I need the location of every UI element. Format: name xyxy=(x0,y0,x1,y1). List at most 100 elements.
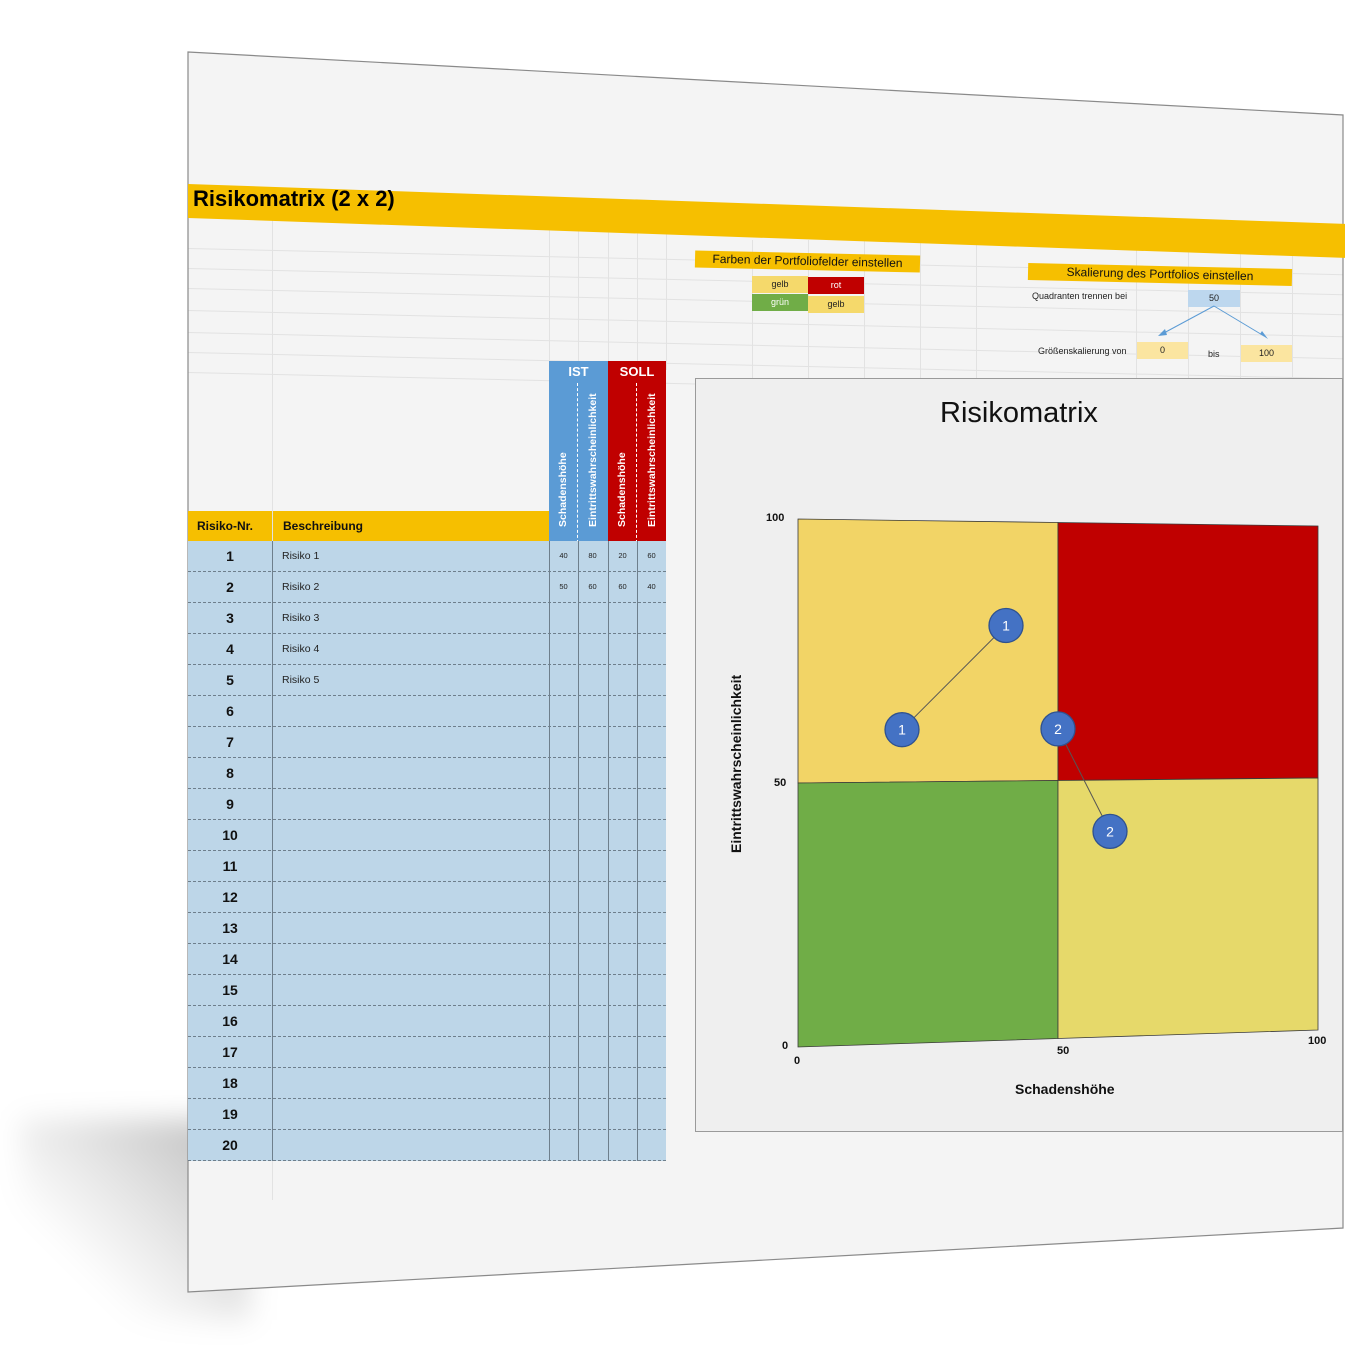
table-row[interactable]: 18 xyxy=(188,1068,666,1099)
risk-number: 19 xyxy=(222,1106,238,1122)
table-row[interactable]: 11 xyxy=(188,851,666,882)
table-row[interactable]: 3 Risiko 3 xyxy=(188,603,666,634)
quadrant-bottom-right xyxy=(1057,777,1319,1039)
range-from-input[interactable]: 0 xyxy=(1137,342,1188,359)
risk-number: 18 xyxy=(222,1075,238,1091)
risk-number: 16 xyxy=(222,1013,238,1029)
table-row[interactable]: 5 Risiko 5 xyxy=(188,665,666,696)
y-tick-0: 0 xyxy=(782,1040,789,1052)
risk-value-ist-s[interactable]: 40 xyxy=(559,551,568,560)
table-row[interactable]: 17 xyxy=(188,1037,666,1068)
risk-value-soll-s[interactable]: 60 xyxy=(618,582,627,591)
table-row[interactable]: 16 xyxy=(188,1006,666,1037)
x-axis-label: Schadenshöhe xyxy=(1015,1081,1115,1097)
risk-value-ist-e[interactable]: 80 xyxy=(588,551,597,560)
grid-line xyxy=(578,230,579,370)
soll-schadenshoehe-header: Schadenshöhe xyxy=(608,383,637,543)
risk-number: 15 xyxy=(222,982,238,998)
chart-title: Risikomatrix xyxy=(940,397,1098,429)
color-cell-top-left[interactable]: gelb xyxy=(752,276,808,293)
grid-line xyxy=(976,240,977,380)
split-label: Quadranten trennen bei xyxy=(1032,291,1128,301)
grid-line xyxy=(1240,240,1241,380)
table-row[interactable]: 13 xyxy=(188,913,666,944)
range-separator: bis xyxy=(1208,349,1220,359)
risk-number: 12 xyxy=(222,889,238,905)
table-row[interactable]: 12 xyxy=(188,882,666,913)
risk-number: 10 xyxy=(222,827,238,843)
column-header-description: Beschreibung xyxy=(273,511,549,541)
split-value-input[interactable]: 50 xyxy=(1188,290,1240,307)
table-row[interactable]: 2 Risiko 2 50 60 60 40 xyxy=(188,572,666,603)
range-to-input[interactable]: 100 xyxy=(1241,345,1292,362)
risk-description[interactable]: Risiko 4 xyxy=(282,643,320,655)
risk-number: 17 xyxy=(222,1044,238,1060)
x-tick-100: 100 xyxy=(1308,1035,1327,1047)
grid-line xyxy=(864,240,865,380)
table-row[interactable]: 20 xyxy=(188,1130,666,1161)
table-row[interactable]: 4 Risiko 4 xyxy=(188,634,666,665)
risk-value-soll-e[interactable]: 60 xyxy=(647,551,656,560)
risk-number: 9 xyxy=(226,796,234,812)
column-divider xyxy=(637,541,638,1161)
ist-eintritt-header: Eintrittswahrscheinlichkeit xyxy=(578,383,608,543)
risk-value-ist-s[interactable]: 50 xyxy=(559,582,568,591)
table-row[interactable]: 9 xyxy=(188,789,666,820)
table-row[interactable]: 10 xyxy=(188,820,666,851)
ist-soll-connector xyxy=(901,625,1007,731)
risk-number: 7 xyxy=(226,734,234,750)
risk-marker-label: 2 xyxy=(1054,721,1062,737)
grid-line xyxy=(666,230,667,370)
grid-line xyxy=(637,230,638,370)
risk-description[interactable]: Risiko 2 xyxy=(282,581,320,593)
color-cell-bottom-right[interactable]: gelb xyxy=(808,296,864,313)
risk-marker-ist-1 xyxy=(988,607,1024,644)
table-row[interactable]: 19 xyxy=(188,1099,666,1130)
risk-number: 20 xyxy=(222,1137,238,1153)
grid-line xyxy=(1292,240,1293,380)
risk-number: 2 xyxy=(226,579,234,595)
risk-value-soll-s[interactable]: 20 xyxy=(618,551,627,560)
grid-line xyxy=(549,230,550,370)
risk-marker-label: 1 xyxy=(898,722,906,738)
risk-value-ist-e[interactable]: 60 xyxy=(588,582,597,591)
table-row[interactable]: 1 Risiko 1 40 80 20 60 xyxy=(188,541,666,572)
table-row[interactable]: 7 xyxy=(188,727,666,758)
y-tick-100: 100 xyxy=(766,512,785,524)
risk-description[interactable]: Risiko 1 xyxy=(282,550,320,562)
column-divider xyxy=(549,541,550,1161)
risk-number: 13 xyxy=(222,920,238,936)
soll-eintritt-header: Eintrittswahrscheinlichkeit xyxy=(637,383,666,543)
color-cell-bottom-left[interactable]: grün xyxy=(752,294,808,311)
split-arrows xyxy=(1158,305,1268,339)
risk-marker-label: 1 xyxy=(1002,617,1010,633)
risk-value-soll-e[interactable]: 40 xyxy=(647,582,656,591)
risk-number: 5 xyxy=(226,672,234,688)
column-divider xyxy=(578,541,579,1161)
risk-number: 11 xyxy=(222,858,238,874)
x-tick-50: 50 xyxy=(1057,1045,1070,1057)
table-row[interactable]: 14 xyxy=(188,944,666,975)
risk-number: 1 xyxy=(226,548,234,564)
ist-schadenshoehe-header: Schadenshöhe xyxy=(549,383,578,543)
table-row[interactable]: 6 xyxy=(188,696,666,727)
table-row[interactable]: 15 xyxy=(188,975,666,1006)
column-header-nr: Risiko-Nr. xyxy=(188,511,272,541)
sheet-title: Risikomatrix (2 x 2) xyxy=(193,186,395,211)
color-cell-top-right[interactable]: rot xyxy=(808,277,864,294)
risk-marker-soll-1 xyxy=(884,712,920,748)
risk-number: 14 xyxy=(222,951,238,967)
risk-description[interactable]: Risiko 3 xyxy=(282,612,320,624)
risk-table-body: 1 Risiko 1 40 80 20 60 2 Risiko 2 50 60 60 40 3 Risik… xyxy=(188,541,666,1161)
risk-number: 8 xyxy=(226,765,234,781)
risk-description[interactable]: Risiko 5 xyxy=(282,674,320,686)
risk-number: 6 xyxy=(226,703,234,719)
risk-marker-label: 2 xyxy=(1106,823,1114,839)
x-tick-0: 0 xyxy=(794,1055,801,1067)
risk-marker-soll-2 xyxy=(1092,813,1128,850)
risk-number: 3 xyxy=(226,610,234,626)
risk-number: 4 xyxy=(226,641,234,657)
table-row[interactable]: 8 xyxy=(188,758,666,789)
column-divider xyxy=(608,541,609,1161)
